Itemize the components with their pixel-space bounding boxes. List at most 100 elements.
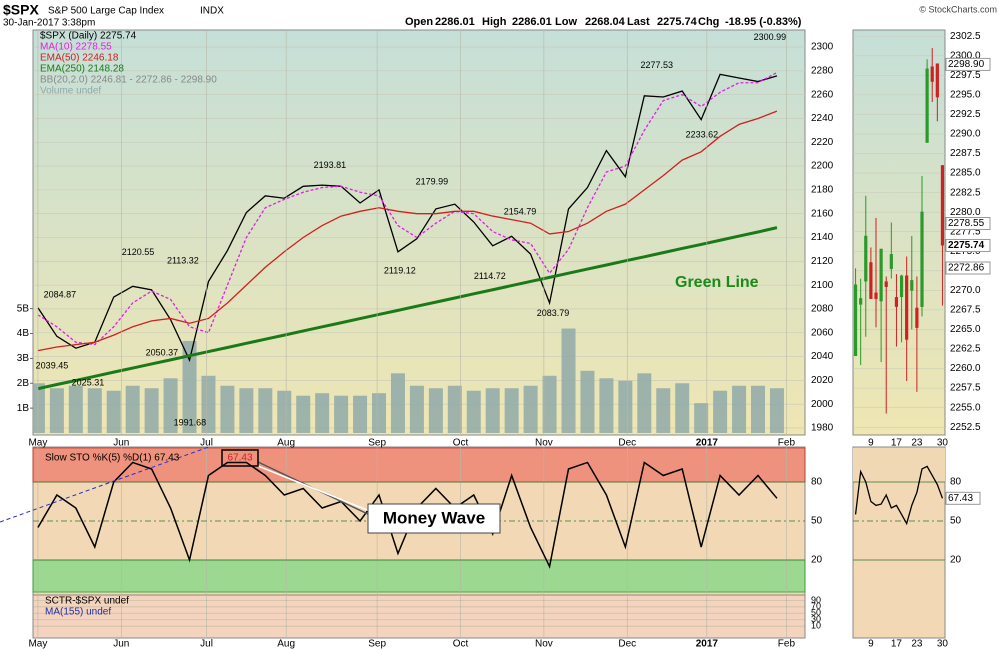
candle-body	[874, 292, 878, 299]
overbought-zone	[853, 448, 945, 482]
volume-bar	[599, 378, 614, 434]
y-tick-label: 70	[811, 601, 821, 611]
last-label: 67.43	[948, 493, 973, 504]
price-annotation: 2120.55	[122, 247, 155, 257]
price-label-box	[945, 217, 991, 231]
change: -18.95 (-0.83%)	[725, 16, 802, 28]
x-tick-label: 23	[911, 639, 923, 650]
volume-bar	[277, 390, 292, 434]
candle-body	[905, 275, 909, 340]
x-tick-label: May	[28, 438, 47, 449]
volume-bar	[49, 388, 64, 434]
y-tick-label: 90	[811, 595, 821, 605]
y-tick-label: 50	[811, 516, 823, 527]
price-annotation: 2119.12	[384, 266, 416, 276]
candle-body	[853, 284, 858, 357]
candle-body	[925, 68, 929, 143]
y-tick-label: 2000	[811, 399, 834, 410]
volume-bar	[258, 388, 273, 434]
y-tick-label: 2300	[811, 42, 834, 53]
x-tick-label: Aug	[277, 438, 295, 449]
index-name: S&P 500 Large Cap Index	[48, 6, 164, 17]
y-tick-label: 20	[950, 555, 962, 566]
x-tick-label: Jun	[113, 639, 129, 650]
price-annotation: 2083.79	[537, 308, 570, 318]
last-label-box	[945, 491, 981, 505]
x-tick-label: Oct	[453, 639, 469, 650]
y-tick-label: 2292.5	[950, 109, 981, 120]
x-tick-label: May	[28, 639, 47, 650]
y-tick-label: 2252.5	[950, 422, 981, 433]
x-tick-label: Nov	[535, 639, 553, 650]
y-tick-label: 2060	[811, 327, 834, 338]
volume-bar	[523, 385, 538, 434]
price-annotation: 2039.45	[36, 361, 69, 371]
x-tick-label: 17	[891, 639, 903, 650]
volume-bar	[428, 388, 443, 434]
y-tick-label: 2080	[811, 304, 834, 315]
y-tick-label: 2297.5	[950, 70, 981, 81]
quote-label: Low	[555, 16, 577, 28]
price-label-box	[945, 238, 991, 252]
volume-bar	[409, 385, 424, 434]
y-tick-label: 2285.0	[950, 168, 981, 179]
sto-plot	[32, 30, 945, 638]
candle-body	[884, 281, 888, 287]
legend-entry: SCTR-$SPX undef	[45, 596, 129, 607]
volume-bar	[713, 390, 728, 434]
legend-entry: MA(10) 2278.55	[40, 42, 112, 53]
volume-bar	[87, 388, 102, 434]
trendline-label: Green Line	[675, 274, 759, 291]
quote-label: Open	[405, 16, 433, 28]
volume-bar	[694, 403, 709, 434]
price-annotation: 2179.99	[416, 176, 449, 186]
y2-tick-label: 5B	[17, 303, 30, 314]
y-tick-label: 2020	[811, 375, 834, 386]
volume-bar	[447, 385, 462, 434]
volume-bar	[353, 395, 368, 434]
y-tick-label: 2260	[811, 89, 834, 100]
candle-body	[889, 254, 893, 269]
y-tick-label: 2265.0	[950, 324, 981, 335]
x-tick-label: Dec	[618, 639, 636, 650]
volume-bar	[637, 373, 652, 434]
price-annotation: 2113.32	[167, 256, 199, 266]
y-tick-label: 2257.5	[950, 383, 981, 394]
y-tick-label: 2200	[811, 161, 834, 172]
y-tick-label: 2240	[811, 113, 834, 124]
y-tick-label: 20	[811, 555, 823, 566]
credit: © StockCharts.com	[919, 4, 997, 14]
price-annotation: 2050.37	[146, 348, 179, 358]
volume-bar	[33, 383, 45, 434]
y-tick-label: 2282.5	[950, 187, 981, 198]
x-tick-label: 17	[891, 438, 903, 449]
price-label: 2272.86	[948, 263, 985, 274]
quote-value: 2286.01	[512, 16, 552, 28]
candle-body	[879, 248, 883, 302]
x-tick-label: 9	[868, 639, 874, 650]
volume-bar	[68, 385, 83, 434]
y-tick-label: 2302.5	[950, 31, 981, 42]
y-tick-label: 2180	[811, 185, 834, 196]
y2-tick-label: 3B	[17, 353, 30, 364]
y-tick-label: 2160	[811, 208, 834, 219]
volume-bar	[390, 373, 405, 434]
legend-entry: EMA(250) 2148.28	[40, 64, 124, 75]
x-tick-label: Feb	[778, 438, 796, 449]
volume-bar	[769, 388, 784, 434]
x-tick-label: Dec	[618, 438, 636, 449]
callout-box	[367, 503, 501, 534]
zoom-price-panel	[852, 29, 946, 436]
zoom-plot	[853, 36, 945, 428]
quote-label: Last	[627, 16, 650, 28]
legend-entry: Slow STO %K(5) %D(1) 67.43	[45, 453, 180, 464]
volume-bar	[163, 378, 178, 434]
candle-body	[910, 280, 914, 291]
price-line	[37, 226, 778, 391]
legend-entry: EMA(50) 2246.18	[40, 53, 119, 64]
price-line	[37, 110, 778, 352]
candle-body	[920, 211, 924, 307]
volume-bar	[220, 385, 235, 434]
